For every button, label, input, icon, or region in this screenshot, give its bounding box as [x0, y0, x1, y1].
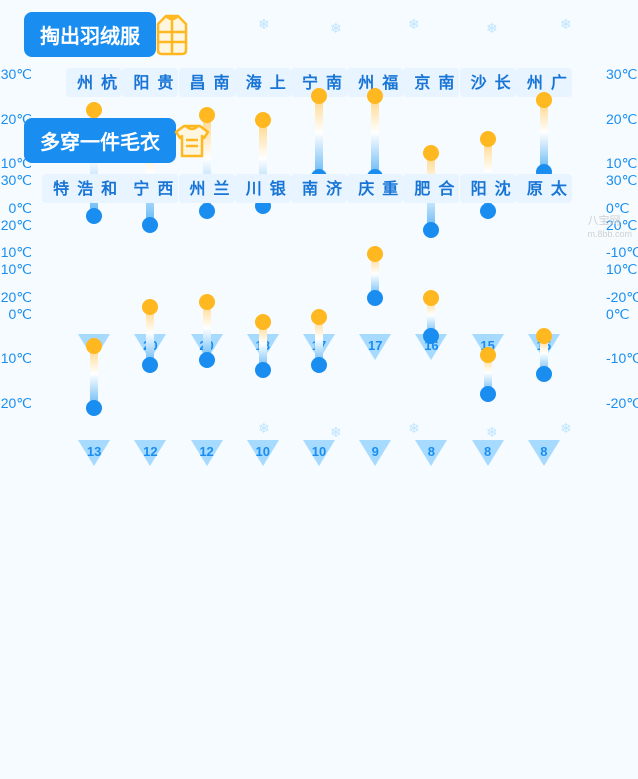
plot-area	[409, 192, 453, 432]
drop-value: 10	[312, 444, 326, 459]
drop-value: 9	[372, 444, 379, 459]
plot-area	[353, 192, 397, 432]
high-temp-dot	[311, 309, 327, 325]
drop-arrow: 10	[247, 440, 279, 466]
chart-wrap: 30℃20℃10℃0℃-10℃-20℃30℃20℃10℃0℃-10℃-20℃呼和…	[0, 172, 638, 192]
low-temp-dot	[199, 352, 215, 368]
low-temp-dot	[86, 400, 102, 416]
low-temp-dot	[311, 357, 327, 373]
snowflake-icon: ❄	[408, 16, 420, 33]
plot-area	[466, 192, 510, 432]
plot-area	[522, 192, 566, 432]
chart-section: 多穿一件毛衣 30℃20℃10℃0℃-10℃-20℃30℃20℃10℃0℃-10℃…	[0, 116, 638, 192]
low-temp-dot	[367, 290, 383, 306]
watermark: 八宝网 m.8bb.com	[587, 212, 632, 240]
drop-value: 12	[143, 444, 157, 459]
drop-value: 8	[540, 444, 547, 459]
snowflake-icon: ❄	[486, 424, 498, 441]
sweater-icon	[168, 116, 216, 164]
snowflake-icon: ❄	[258, 16, 270, 33]
plot-area	[241, 192, 285, 432]
high-temp-dot	[86, 338, 102, 354]
high-temp-dot	[480, 347, 496, 363]
drop-arrow: 8	[528, 440, 560, 466]
drop-arrow: 9	[359, 440, 391, 466]
drop-arrow: 12	[134, 440, 166, 466]
plot-area	[297, 192, 341, 432]
axis-tick: 30℃	[0, 172, 32, 189]
high-temp-dot	[423, 290, 439, 306]
axis-tick: 0℃	[606, 306, 638, 323]
low-temp-dot	[423, 328, 439, 344]
axis-tick: 30℃	[606, 66, 638, 83]
y-axis-right: 30℃20℃10℃0℃-10℃-20℃	[606, 172, 638, 412]
section-header: 多穿一件毛衣	[24, 116, 638, 164]
high-temp-dot	[311, 88, 327, 104]
axis-tick: -10℃	[0, 350, 32, 367]
axis-tick: -10℃	[606, 350, 638, 367]
low-temp-dot	[142, 357, 158, 373]
axis-tick: 10℃	[0, 261, 32, 278]
snowflake-icon: ❄	[258, 420, 270, 437]
drop-arrow: 8	[472, 440, 504, 466]
high-temp-dot	[199, 294, 215, 310]
plot-area	[128, 192, 172, 432]
snowflake-icon: ❄	[408, 420, 420, 437]
drop-arrow: 12	[191, 440, 223, 466]
drop-value: 8	[428, 444, 435, 459]
axis-tick: 30℃	[0, 66, 32, 83]
axis-tick: 20℃	[0, 217, 32, 234]
chart-section: 掏出羽绒服 30℃20℃10℃0℃-10℃-20℃30℃20℃10℃0℃-10℃-…	[0, 10, 638, 86]
drop-arrow: 10	[303, 440, 335, 466]
high-temp-dot	[536, 92, 552, 108]
low-temp-dot	[536, 366, 552, 382]
watermark-url: m.8bb.com	[587, 229, 632, 239]
drop-value: 13	[87, 444, 101, 459]
jacket-icon	[148, 10, 196, 58]
plot-area	[185, 192, 229, 432]
low-temp-dot	[255, 362, 271, 378]
high-temp-dot	[536, 328, 552, 344]
snowflake-icon: ❄	[330, 424, 342, 441]
drop-arrow: 13	[78, 440, 110, 466]
axis-tick: -20℃	[606, 395, 638, 412]
axis-tick: -20℃	[0, 395, 32, 412]
axis-tick: 10℃	[606, 261, 638, 278]
drop-value: 8	[484, 444, 491, 459]
plot-area	[72, 192, 116, 432]
high-temp-dot	[367, 88, 383, 104]
section-title: 掏出羽绒服	[24, 12, 156, 57]
drop-value: 10	[256, 444, 270, 459]
chart-wrap: 30℃20℃10℃0℃-10℃-20℃30℃20℃10℃0℃-10℃-20℃杭州…	[0, 66, 638, 86]
axis-tick: 0℃	[0, 306, 32, 323]
low-temp-dot	[480, 386, 496, 402]
temp-range-bar	[90, 346, 98, 408]
drop-value: 12	[199, 444, 213, 459]
high-temp-dot	[367, 246, 383, 262]
snowflake-icon: ❄	[560, 16, 572, 33]
high-temp-dot	[255, 314, 271, 330]
drop-arrow: 8	[415, 440, 447, 466]
watermark-text: 八宝网	[587, 215, 620, 227]
snowflake-icon: ❄	[486, 20, 498, 37]
high-temp-dot	[142, 299, 158, 315]
snowflake-icon: ❄	[330, 20, 342, 37]
axis-tick: 30℃	[606, 172, 638, 189]
snowflake-icon: ❄	[560, 420, 572, 437]
y-axis-left: 30℃ 20℃ 10℃ 0℃ -10℃ -20℃	[0, 172, 32, 412]
section-title: 多穿一件毛衣	[24, 118, 176, 163]
